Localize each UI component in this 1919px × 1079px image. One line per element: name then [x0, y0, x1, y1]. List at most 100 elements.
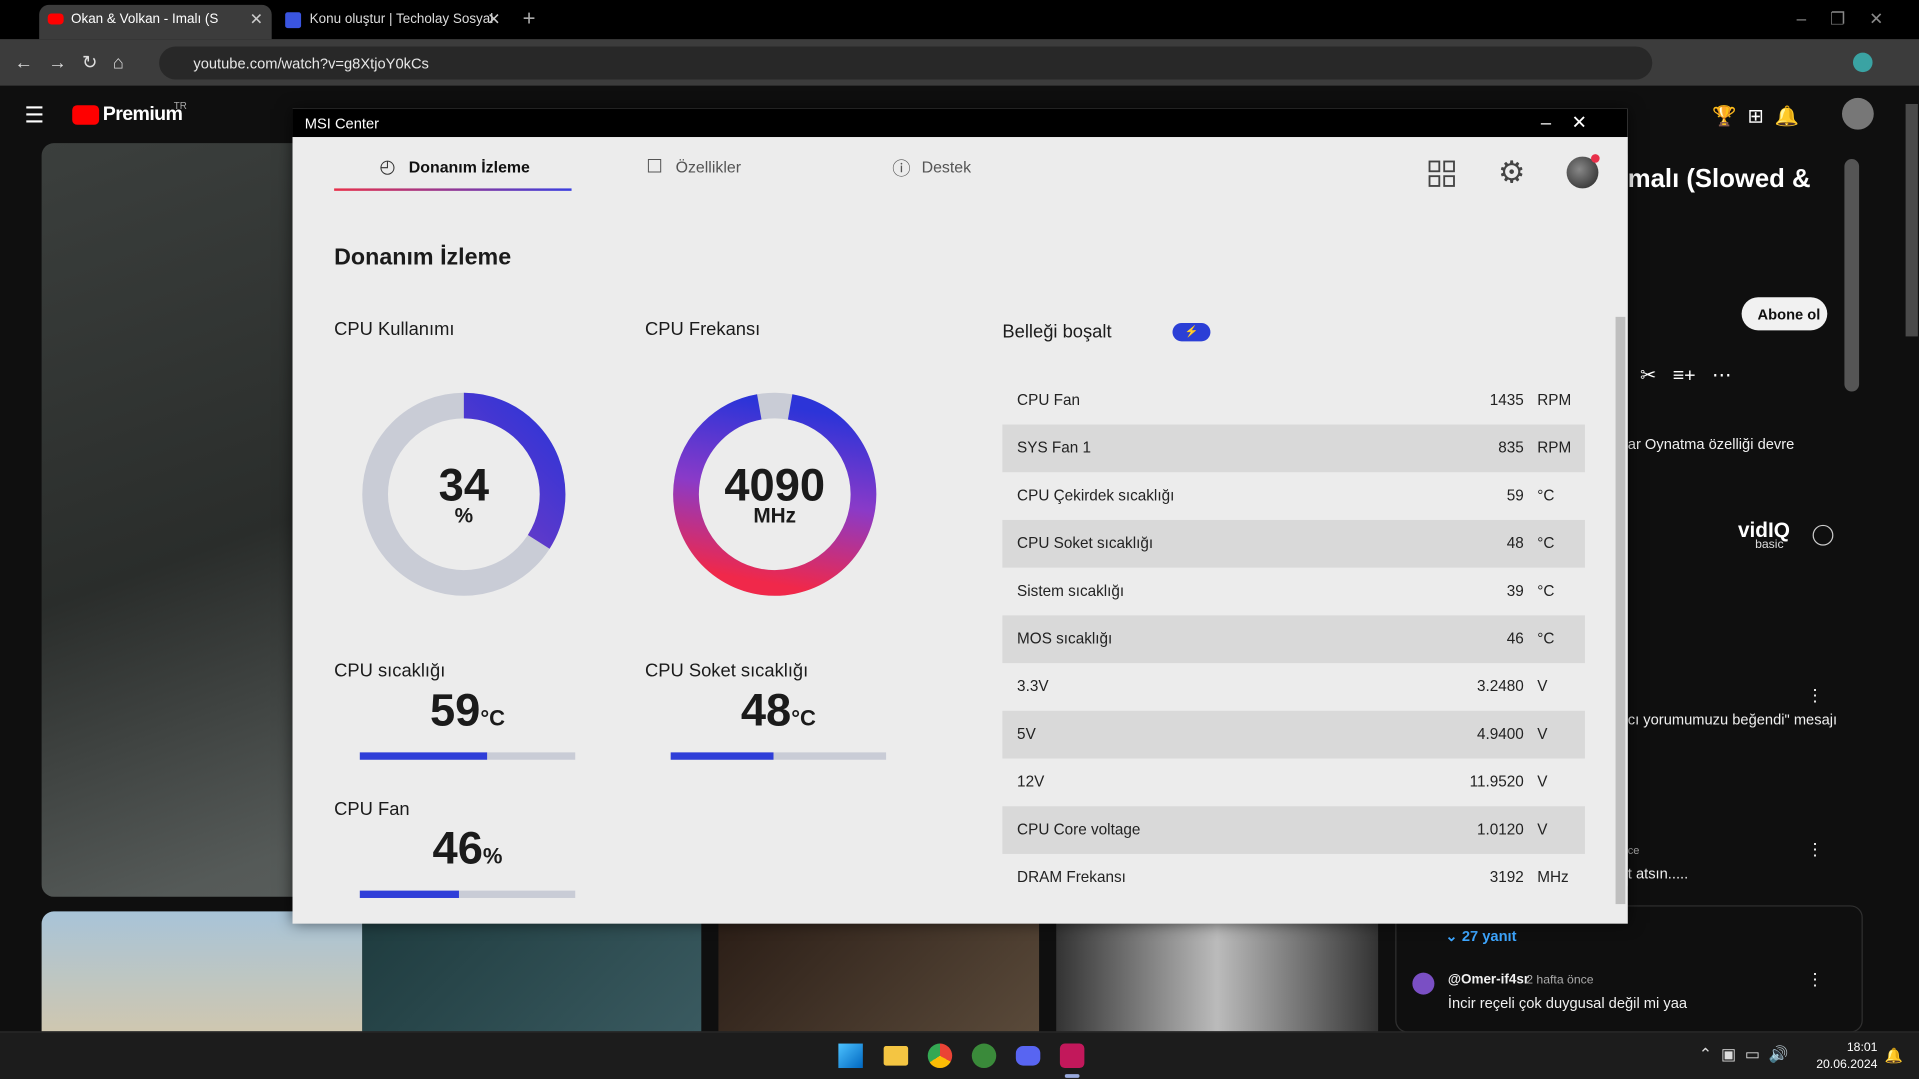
bar-unit: °C	[480, 705, 506, 731]
bar-fill	[359, 890, 459, 898]
page-scrollbar	[1905, 103, 1918, 337]
comment-text: İncir reçeli çok duygusal değil mi yaa	[1447, 994, 1688, 1012]
bar-value-group: 59°C	[360, 685, 575, 736]
explorer-icon[interactable]	[883, 1046, 909, 1066]
tab-strip	[0, 0, 1919, 40]
profile-icon[interactable]	[1852, 52, 1873, 73]
sensor-name: CPU Core voltage	[1017, 820, 1141, 839]
window-controls[interactable]: – ✕	[1540, 112, 1587, 134]
comment-text: t atsın.....	[1627, 864, 1689, 883]
start-button[interactable]	[838, 1043, 863, 1069]
memory-clear-button[interactable]: ⚡	[1172, 322, 1211, 342]
thumbnail[interactable]	[41, 911, 363, 1032]
scrollbar	[1615, 316, 1626, 905]
bar-value: 46	[432, 823, 483, 874]
sensor-value: 46	[1506, 630, 1524, 648]
sensor-unit: °C	[1537, 534, 1555, 552]
tab-label[interactable]: Donanım İzleme	[408, 157, 530, 177]
sensor-value: 39	[1506, 582, 1524, 600]
sensor-row: CPU Soket sıcaklığı 48 °C	[1002, 519, 1585, 568]
subscribe-button[interactable]	[1741, 297, 1828, 331]
sensor-value: 835	[1498, 439, 1524, 457]
sensor-name: CPU Soket sıcaklığı	[1017, 534, 1154, 552]
tab-title[interactable]: Konu oluştur | Techolay Sosyal	[309, 12, 494, 27]
sensor-row: SYS Fan 1 835 RPM	[1002, 424, 1585, 473]
sensor-row: 5V 4.9400 V	[1002, 710, 1585, 759]
usage-unit: %	[454, 504, 474, 528]
window-title: MSI Center	[304, 114, 380, 133]
grid-icon[interactable]	[1428, 160, 1455, 187]
thumbnail[interactable]	[1056, 911, 1379, 1032]
replies-count: 27 yanıt	[1461, 927, 1517, 945]
replies-toggle[interactable]: ⌄ 27 yanıt	[1445, 927, 1517, 945]
action-icons[interactable]: ✂ ≡+ ⋯	[1640, 365, 1732, 387]
chrome-icon[interactable]	[927, 1043, 953, 1069]
tab-label[interactable]: Özellikler	[675, 157, 742, 177]
comment-meta: ce	[1627, 844, 1640, 857]
sensor-row: CPU Core voltage 1.0120 V	[1002, 806, 1585, 854]
gauge-label: CPU Frekansı	[644, 319, 761, 341]
video-title: malı (Slowed &	[1627, 165, 1811, 194]
notifications[interactable]: 🔔	[1884, 1047, 1904, 1065]
youtube-logo[interactable]	[72, 105, 100, 125]
sensor-name: 12V	[1017, 773, 1045, 791]
tab-icon: ⓘ	[892, 159, 911, 180]
usage-value: 34	[438, 459, 490, 511]
msi-window: MSI Center – ✕ ◴ Donanım İzleme ☐ Özelli…	[292, 108, 1628, 924]
bar-value-group: 48°C	[671, 685, 886, 736]
tab-title: Okan & Volkan - İmalı (Slow	[70, 12, 218, 27]
sensor-unit: °C	[1537, 582, 1555, 600]
frequency-unit: MHz	[753, 504, 797, 528]
nav-buttons[interactable]: ← → ↻ ⌂	[14, 52, 124, 74]
tab-close[interactable]: ✕	[249, 9, 264, 29]
sensor-name: 3.3V	[1017, 677, 1049, 695]
settings-icon[interactable]: ⚙	[1498, 155, 1526, 190]
tab-active[interactable]	[39, 4, 272, 40]
thumbnail[interactable]	[362, 911, 702, 1032]
msi-icon[interactable]	[1059, 1043, 1085, 1069]
sensor-value: 1435	[1489, 391, 1524, 409]
thumbnail[interactable]	[718, 911, 1040, 1032]
xbox-icon[interactable]	[971, 1043, 997, 1069]
scrollbar	[1844, 159, 1860, 392]
tab-close[interactable]: ✕	[487, 9, 501, 29]
sensor-unit: °C	[1537, 630, 1555, 648]
bar-label: CPU Soket sıcaklığı	[644, 660, 809, 682]
sensor-value: 3.2480	[1476, 677, 1524, 695]
discord-icon[interactable]	[1015, 1046, 1041, 1066]
window-controls[interactable]: – ❐ ✕	[1796, 8, 1884, 29]
comment-time: 2 hafta önce	[1526, 973, 1594, 988]
omnibox[interactable]	[159, 46, 1653, 80]
sensor-value: 11.9520	[1469, 773, 1524, 791]
usage-arc	[362, 392, 566, 596]
sensor-name: Sistem sıcaklığı	[1017, 582, 1125, 600]
comment-author[interactable]: @Omer-if4sr	[1447, 972, 1530, 988]
sensor-value: 1.0120	[1476, 820, 1524, 839]
bar-value-group: 46%	[360, 823, 575, 874]
subscribe-label: Abone ol	[1757, 305, 1821, 323]
comment-menu[interactable]: ⋮	[1806, 968, 1824, 989]
expand-icon[interactable]	[1812, 524, 1834, 546]
comment-menu[interactable]: ⋮	[1806, 839, 1824, 859]
sensor-value: 48	[1506, 534, 1524, 552]
sensor-name: CPU Fan	[1017, 391, 1080, 409]
sensor-unit: V	[1537, 820, 1548, 839]
comment-menu[interactable]: ⋮	[1806, 685, 1824, 705]
vidiq-plan: basic	[1755, 538, 1784, 552]
tray-icons[interactable]: ⌃ ▣ ▭ 🔊	[1698, 1044, 1789, 1064]
clock-time: 18:01	[1846, 1041, 1878, 1055]
sensor-name: CPU Çekirdek sıcaklığı	[1017, 486, 1175, 505]
new-tab[interactable]: +	[522, 6, 536, 31]
sensor-name: SYS Fan 1	[1017, 439, 1092, 457]
tab-label[interactable]: Destek	[921, 157, 972, 177]
sensor-unit: RPM	[1537, 439, 1572, 457]
bar-track	[670, 752, 887, 760]
sensor-value: 3192	[1489, 868, 1524, 886]
avatar[interactable]	[1841, 97, 1874, 130]
sensor-unit: V	[1537, 773, 1548, 791]
header-icons[interactable]: 🏆 ⊞ 🔔	[1712, 106, 1800, 128]
url[interactable]: youtube.com/watch?v=g8XtjoY0kCs	[193, 55, 429, 73]
menu-icon[interactable]: ☰	[24, 102, 45, 128]
sensor-unit: MHz	[1537, 868, 1569, 886]
